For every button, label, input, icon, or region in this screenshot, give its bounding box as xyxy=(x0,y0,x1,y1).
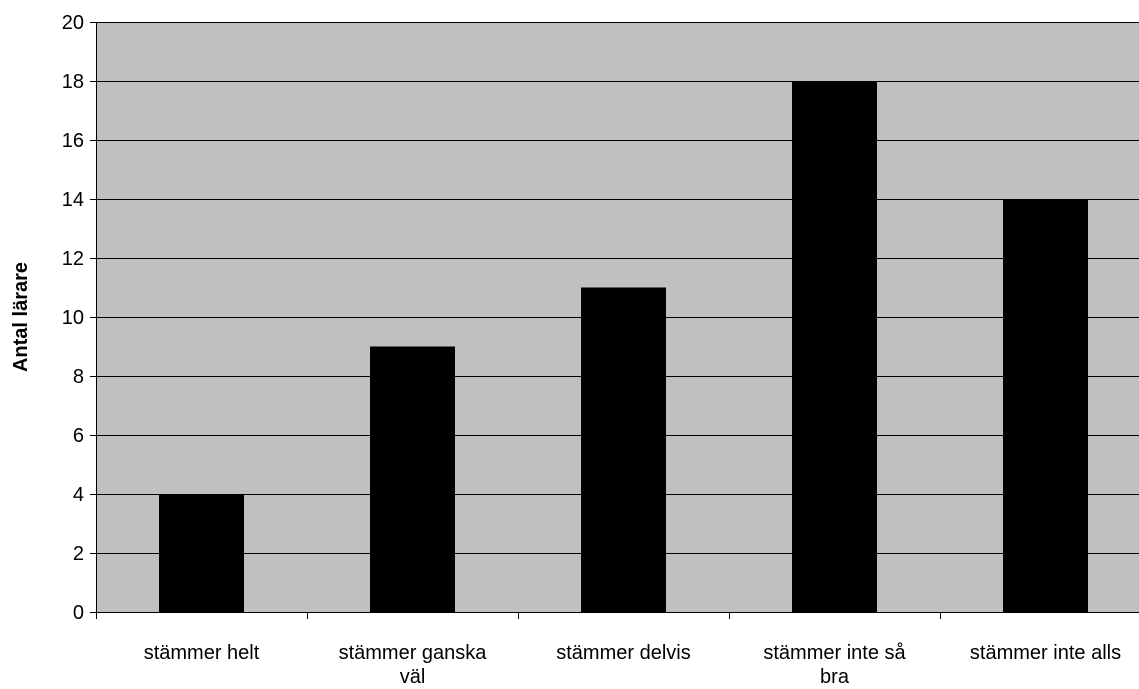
y-tick-label: 18 xyxy=(62,71,84,93)
y-tick-label: 4 xyxy=(73,484,84,506)
bars xyxy=(159,81,1088,612)
x-category-label: stämmer helt xyxy=(144,642,260,664)
x-category-label-line: stämmer inte så xyxy=(763,642,906,664)
axes xyxy=(90,22,1139,619)
y-tick-label: 8 xyxy=(73,366,84,388)
bar xyxy=(581,287,666,612)
x-category-label: stämmer inte så bra xyxy=(763,642,906,688)
x-category-labels: stämmer helt stämmer ganska väl stämmer del… xyxy=(144,642,1121,688)
y-tick-label: 6 xyxy=(73,425,84,447)
x-category-label-line: stämmer inte alls xyxy=(970,642,1121,664)
x-category-label-line: stämmer helt xyxy=(144,642,260,664)
x-category-label: stämmer delvis xyxy=(556,642,690,664)
bar xyxy=(159,494,244,612)
y-tick-label: 2 xyxy=(73,543,84,565)
bar xyxy=(1003,199,1088,612)
y-axis-label: Antal lärare xyxy=(10,262,32,372)
y-tick-label: 0 xyxy=(73,602,84,624)
y-tick-label: 12 xyxy=(62,248,84,270)
x-category-label: stämmer inte alls xyxy=(970,642,1121,664)
x-category-label-line: bra xyxy=(820,666,850,688)
bar xyxy=(792,81,877,612)
x-category-label-line: stämmer delvis xyxy=(556,642,690,664)
x-category-label-line: stämmer ganska xyxy=(339,642,488,664)
y-tick-label: 16 xyxy=(62,130,84,152)
y-tick-label: 14 xyxy=(62,189,84,211)
x-category-label-line: väl xyxy=(400,666,426,688)
bar xyxy=(370,346,455,612)
x-category-label: stämmer ganska väl xyxy=(339,642,488,688)
y-tick-label: 20 xyxy=(62,12,84,34)
y-tick-labels: 0 2 4 6 8 10 12 14 16 18 20 xyxy=(62,12,84,624)
y-tick-label: 10 xyxy=(62,307,84,329)
